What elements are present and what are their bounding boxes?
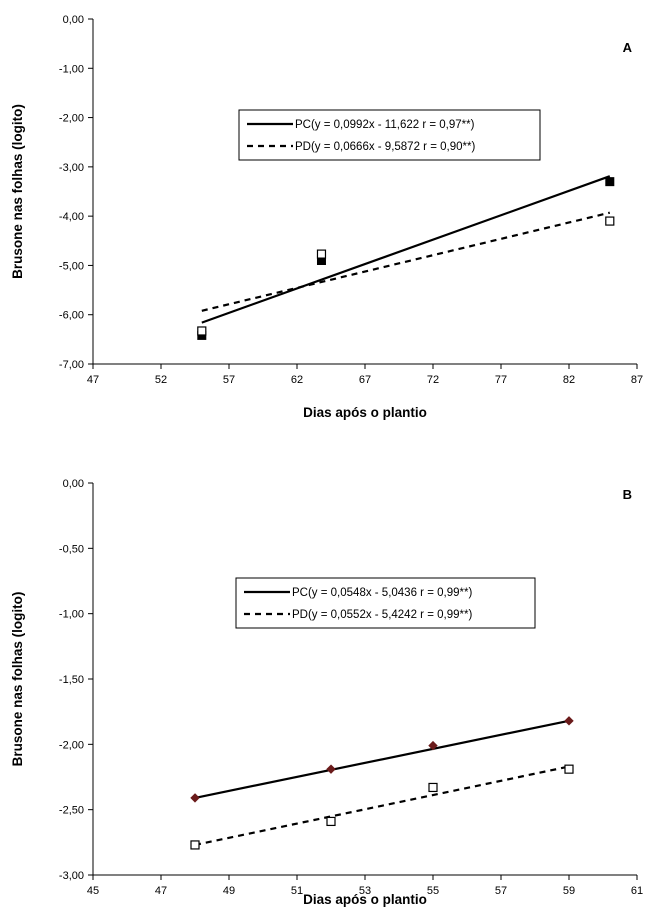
y-tick-label: -0,50: [59, 543, 84, 555]
legend-label-series-1: PC(y = 0,0548x - 5,0436 r = 0,99**): [292, 587, 472, 599]
panel-letter: A: [623, 40, 633, 55]
x-tick-label: 47: [155, 885, 167, 897]
x-tick-label: 51: [291, 885, 303, 897]
regression-line-series-1: [201, 175, 611, 324]
chart-panel-a: 0,00 -1,00 -2,00 -3,00 -4,00 -5,00 -6,00 -7,004…: [10, 14, 643, 420]
y-tick-label: -7,00: [59, 359, 84, 371]
y-tick-label: -1,00: [59, 609, 84, 621]
x-tick-label: 67: [359, 374, 371, 386]
data-point-series-2: [428, 782, 438, 793]
data-point-series-2: [197, 326, 207, 336]
x-tick-label: 62: [291, 374, 303, 386]
y-axis-title: Brusone nas folhas (logito): [10, 104, 25, 279]
y-tick-label: -6,00: [59, 310, 84, 322]
x-axis-title: Dias após o plantio: [303, 892, 427, 907]
y-tick-label: -4,00: [59, 211, 84, 223]
regression-line-series-2: [194, 765, 570, 847]
x-tick-label: 72: [427, 374, 439, 386]
data-point-series-2: [316, 249, 327, 259]
y-tick-label: 0,00: [63, 478, 84, 490]
y-tick-label: -2,00: [59, 739, 84, 751]
legend-box: [238, 109, 541, 161]
legend-label-series-1: PC(y = 0,0992x - 11,622 r = 0,97**): [295, 119, 475, 131]
x-tick-label: 87: [631, 374, 643, 386]
y-tick-label: -3,00: [59, 162, 84, 174]
y-axis-title: Brusone nas folhas (logito): [10, 592, 25, 767]
data-point-series-2: [190, 840, 200, 850]
data-point-series-2: [564, 764, 574, 774]
y-tick-label: -1,00: [59, 63, 84, 75]
x-tick-label: 57: [223, 374, 235, 386]
x-tick-label: 77: [495, 374, 507, 386]
x-axis-title: Dias após o plantio: [303, 405, 427, 420]
y-tick-label: -5,00: [59, 260, 84, 272]
x-tick-label: 59: [563, 885, 575, 897]
x-tick-label: 82: [563, 374, 575, 386]
legend-label-series-2: PD(y = 0,0552x - 5,4242 r = 0,99**): [292, 609, 472, 621]
y-tick-label: -1,50: [59, 674, 84, 686]
legend: PC(y = 0,0548x - 5,0436 r = 0,99**) PD(y …: [235, 577, 536, 629]
regression-line-series-2: [201, 211, 611, 312]
data-point-series-1: [326, 764, 336, 774]
regression-line-series-1: [194, 719, 570, 799]
legend: PC(y = 0,0992x - 11,622 r = 0,97**) PD(y …: [238, 109, 541, 161]
data-point-series-1: [190, 793, 200, 803]
y-tick-label: -3,00: [59, 870, 84, 882]
y-tick-label: -2,50: [59, 805, 84, 817]
data-point-series-1: [428, 740, 438, 751]
x-tick-label: 47: [87, 374, 99, 386]
x-tick-label: 49: [223, 885, 235, 897]
x-tick-label: 45: [87, 885, 99, 897]
y-tick-label: -2,00: [59, 113, 84, 125]
x-tick-label: 55: [427, 885, 439, 897]
x-tick-label: 52: [155, 374, 167, 386]
x-tick-label: 53: [359, 885, 371, 897]
x-tick-label: 57: [495, 885, 507, 897]
legend-label-series-2: PD(y = 0,0666x - 9,5872 r = 0,90**): [295, 141, 475, 153]
legend-box: [235, 577, 536, 629]
data-point-series-1: [564, 716, 574, 726]
data-point-series-1: [605, 177, 615, 187]
panel-letter: B: [623, 487, 632, 502]
x-tick-label: 61: [631, 885, 643, 897]
y-tick-label: 0,00: [63, 14, 84, 26]
data-point-series-2: [326, 816, 336, 827]
data-point-series-2: [605, 216, 615, 226]
